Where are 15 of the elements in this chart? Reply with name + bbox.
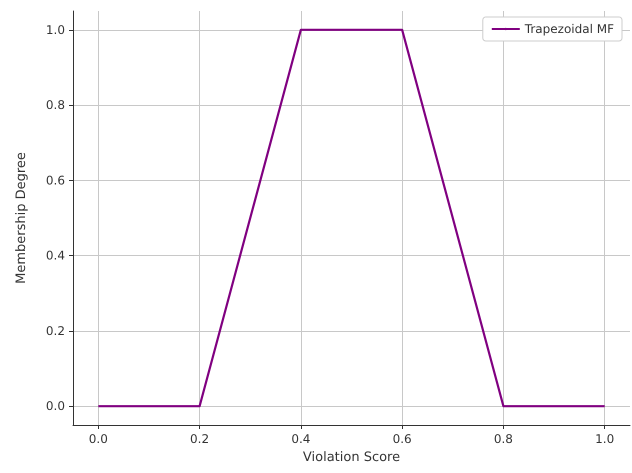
- y-tick-label: 1.0: [46, 22, 65, 37]
- y-axis-title: Membership Degree: [14, 152, 29, 284]
- y-tick-label: 0.8: [46, 98, 65, 112]
- y-tick-label: 0.6: [46, 173, 65, 188]
- y-tick-label: 0.0: [46, 399, 65, 414]
- x-tick-label: 0.8: [494, 432, 513, 446]
- y-tick-label: 0.2: [46, 324, 65, 338]
- x-tick-label: 0.4: [291, 432, 310, 446]
- x-axis-title: Violation Score: [302, 450, 400, 465]
- x-tick-label: 1.0: [595, 432, 614, 446]
- y-tick-label: 0.4: [46, 248, 65, 263]
- x-tick-label: 0.0: [88, 432, 108, 446]
- x-tick-label: 0.6: [392, 432, 412, 446]
- x-tick-label: 0.2: [190, 432, 210, 446]
- legend-label: Trapezoidal MF: [524, 22, 614, 36]
